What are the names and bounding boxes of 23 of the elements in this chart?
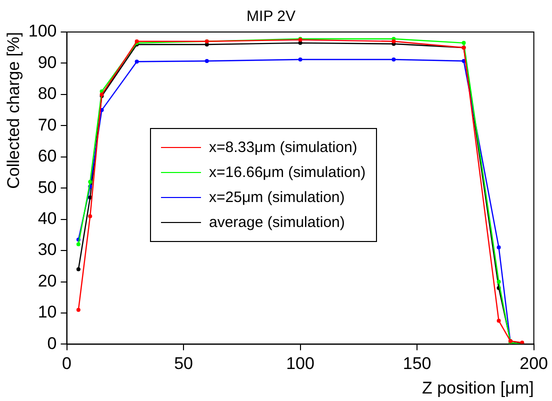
legend-label: x=8.33μm (simulation) [209, 139, 358, 156]
y-tick-label: 0 [47, 334, 57, 353]
y-tick-label: 60 [38, 146, 57, 166]
legend-label: x=25μm (simulation) [209, 189, 345, 206]
y-tick-label: 70 [38, 115, 57, 134]
y-tick-label: 80 [38, 84, 57, 104]
y-tick-label: 30 [38, 240, 57, 260]
y-tick-label: 90 [38, 52, 57, 72]
x-axis-title: Z position [μm] [422, 378, 534, 398]
y-axis-title: Collected charge [%] [4, 32, 23, 189]
y-tick-label: 100 [28, 22, 57, 41]
x-tick-label: 50 [174, 354, 193, 374]
x-tick-label: 100 [286, 354, 314, 374]
chart-title: MIP 2V [246, 8, 296, 26]
x-tick-label: 200 [520, 354, 548, 374]
y-tick-label: 10 [38, 302, 57, 322]
x-tick-label: 0 [62, 354, 72, 374]
x-tick-label: 150 [402, 354, 432, 374]
y-tick-label: 20 [38, 271, 57, 290]
legend-label: x=16.66μm (simulation) [209, 164, 366, 181]
y-tick-label: 40 [38, 209, 57, 228]
legend-label: average (simulation) [209, 214, 345, 231]
y-tick-label: 50 [38, 178, 57, 197]
